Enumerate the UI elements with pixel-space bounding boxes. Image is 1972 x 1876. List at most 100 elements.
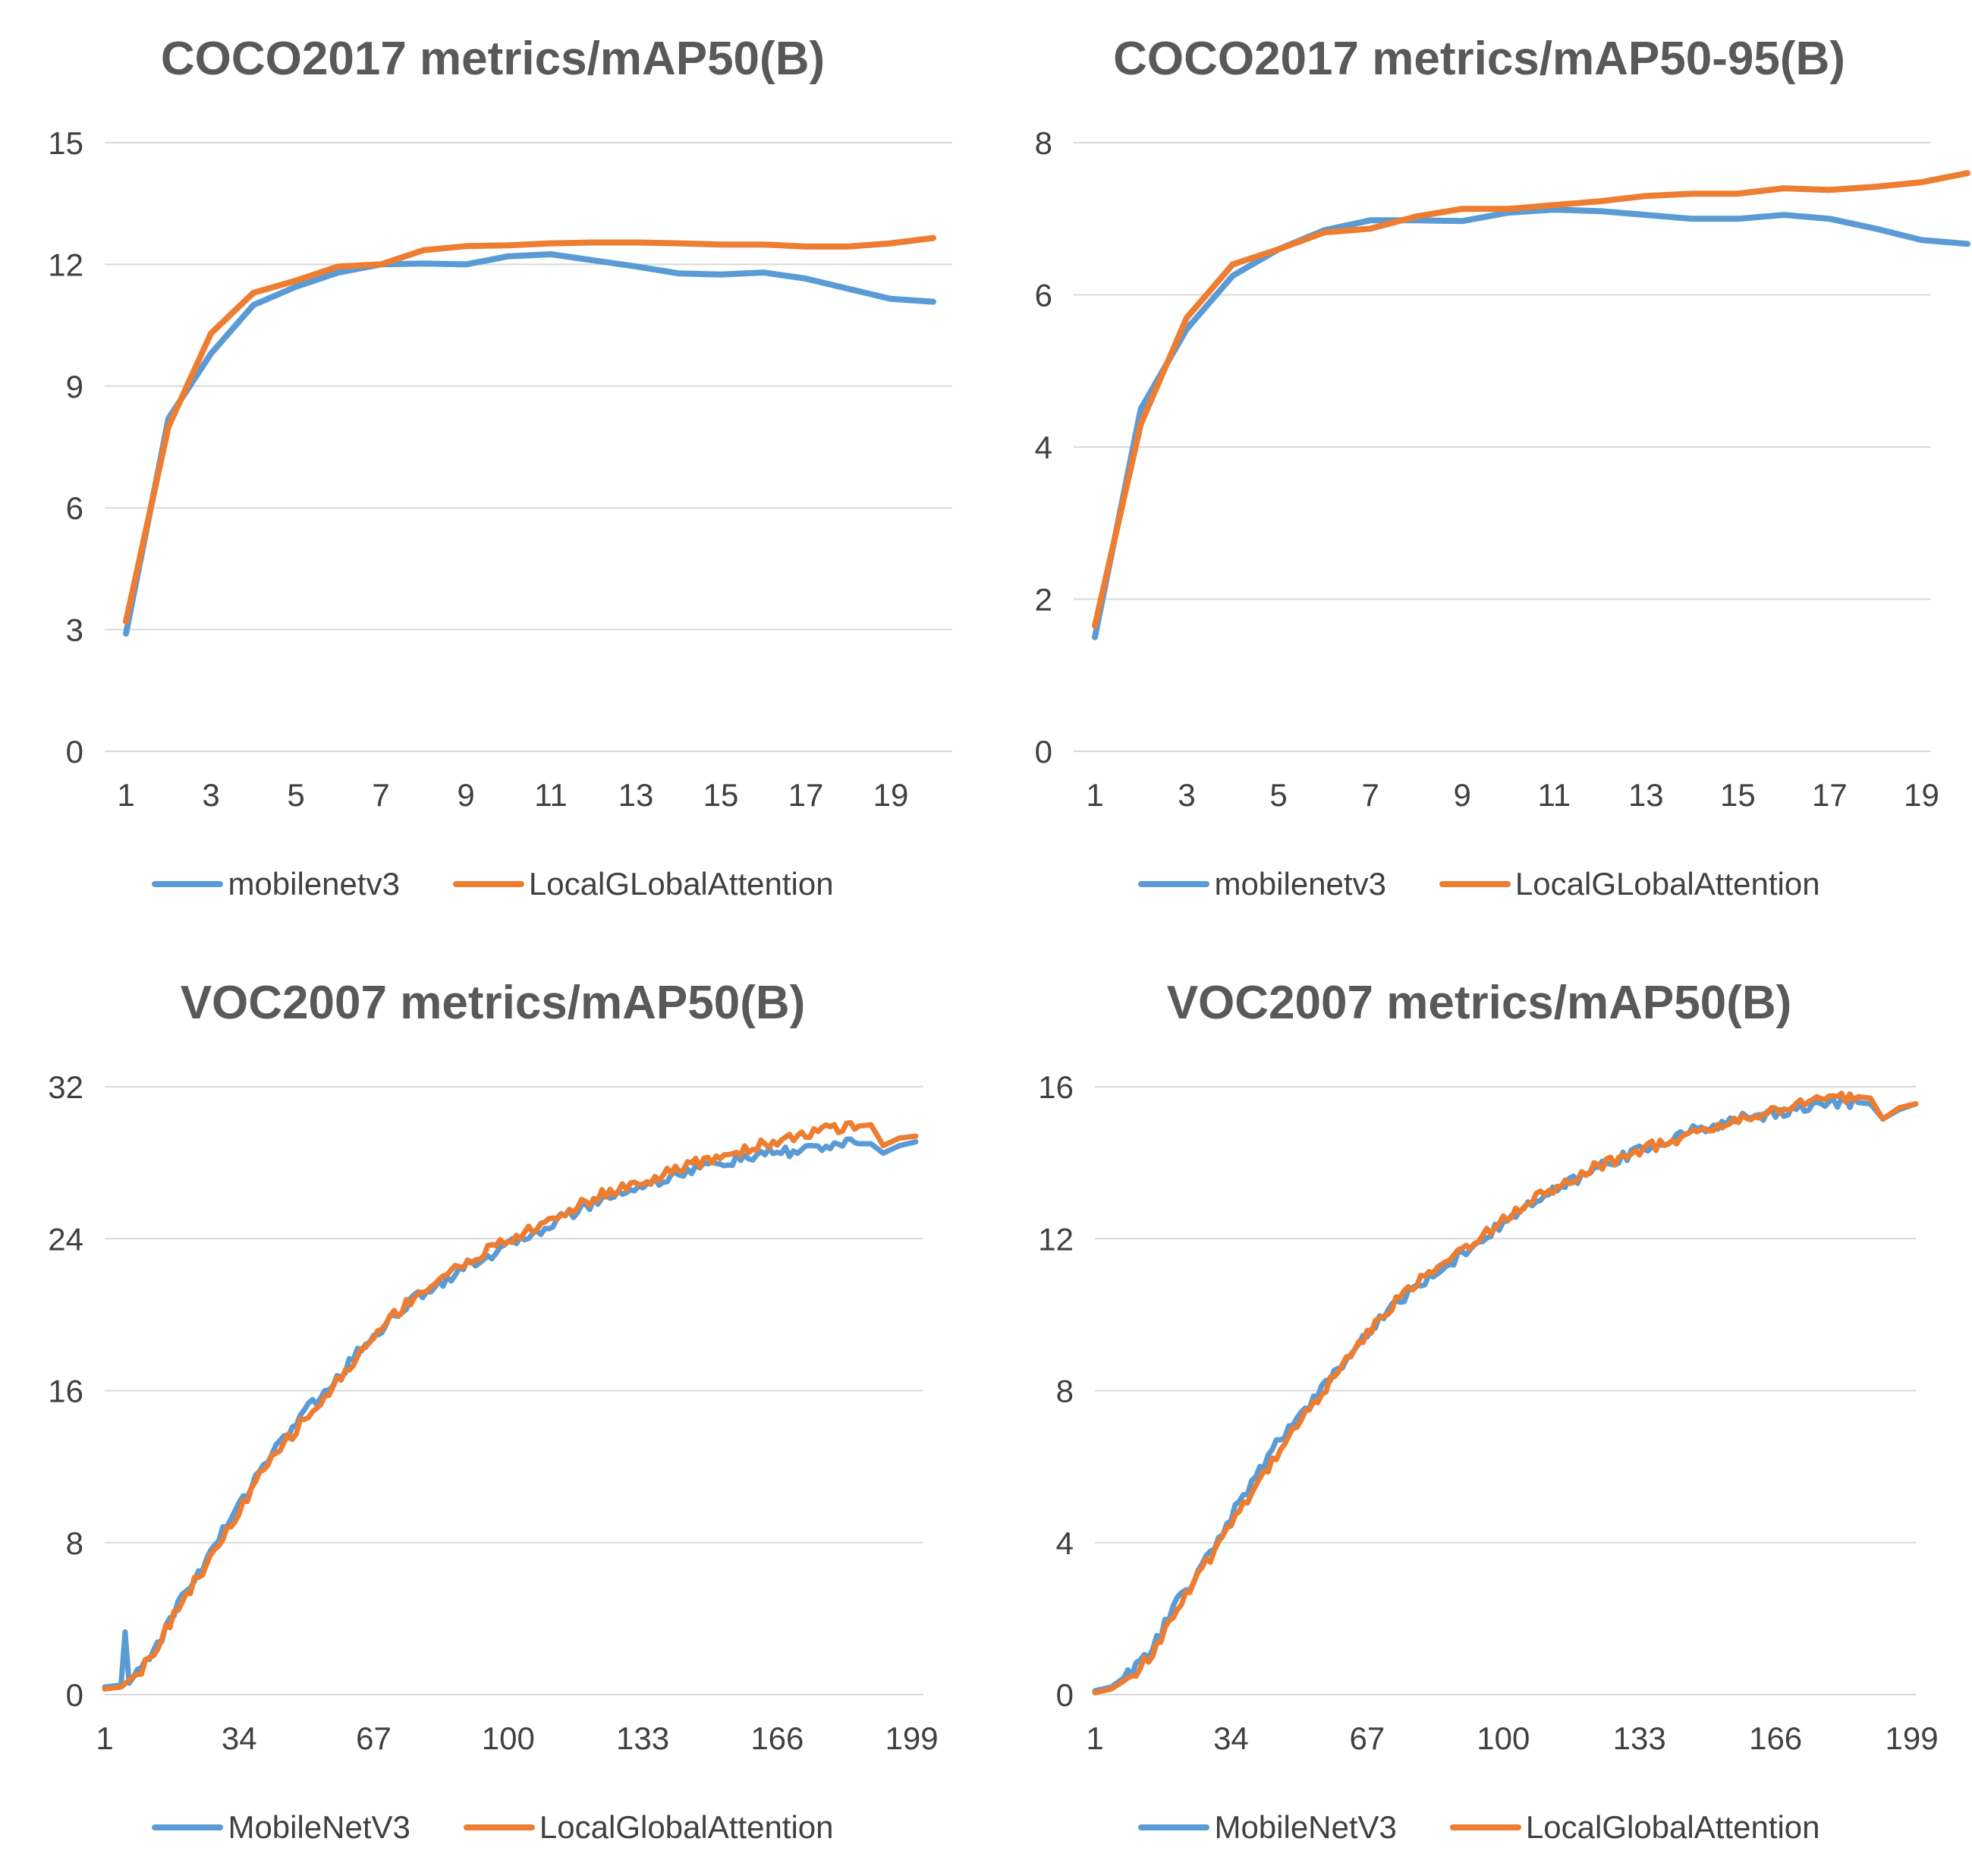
x-tick-label: 5 [287,777,304,813]
x-tick-label: 3 [202,777,219,813]
legend-item-localglobalattention: LocalGlobalAttention [463,1809,834,1846]
series-line-localglobalattention [102,1119,919,1692]
legend-item-mobilenetv3: mobilenetv3 [1138,866,1386,902]
y-tick-label: 8 [1056,1374,1074,1409]
x-tick-label: 67 [356,1720,392,1756]
y-tick-label: 12 [1038,1221,1074,1257]
x-tick-label: 19 [873,777,909,813]
series-line-localglobalattention [1092,170,1970,629]
x-tick-label: 133 [616,1720,669,1756]
x-tick-label: 100 [482,1720,535,1756]
y-tick-label: 16 [48,1374,83,1409]
legend-swatch [452,881,524,887]
x-tick-label: 7 [372,777,389,813]
y-tick-label: 32 [48,1069,83,1105]
chart-coco-map50: COCO2017 metrics/mAP50(B) 0 3 6 9 12 15 1 3 5 7 9 1… [0,0,986,938]
legend-label: MobileNetV3 [228,1809,410,1845]
y-tick-label: 12 [48,247,83,282]
y-tick-label: 0 [1056,1677,1074,1713]
x-tick-label: 11 [534,777,568,813]
series-line-mobilenetv3 [1092,206,1970,641]
x-tick-label: 199 [1886,1720,1939,1756]
legend-item-mobilenetv3: mobilenetv3 [152,866,400,902]
x-tick-label: 1 [117,777,134,813]
x-tick-label: 166 [750,1720,804,1756]
legend-label: mobilenetv3 [228,866,400,902]
legend: MobileNetV3 LocalGlobalAttention [986,1809,1972,1846]
x-tick-label: 1 [96,1720,113,1756]
series-line-mobilenetv3 [1092,1095,1919,1694]
legend: mobilenetv3 LocalGLobalAttention [986,866,1972,902]
y-tick-label: 16 [1038,1069,1074,1105]
legend-label: MobileNetV3 [1214,1809,1397,1845]
legend: MobileNetV3 LocalGlobalAttention [0,1809,986,1846]
series-line-localglobalattention [123,234,936,625]
y-tick-label: 6 [66,490,83,526]
legend-item-localglobalattention: LocalGLobalAttention [1439,866,1820,902]
x-tick-label: 5 [1269,777,1287,813]
plot-area: 0 8 16 24 32 1 34 67 100 133 166 199 [48,1069,939,1756]
x-tick-label: 17 [1812,777,1848,813]
legend-swatch [152,881,224,887]
legend-label: LocalGLobalAttention [528,866,834,902]
x-tick-label: 1 [1086,1720,1103,1756]
y-tick-label: 0 [66,734,83,770]
y-tick-label: 8 [1035,125,1052,161]
x-tick-label: 19 [1904,777,1939,813]
y-tick-label: 24 [48,1221,83,1257]
x-tick-label: 17 [788,777,824,813]
y-tick-label: 3 [66,612,83,648]
y-tick-label: 4 [1056,1525,1074,1561]
y-tick-label: 8 [66,1525,83,1561]
legend-label: LocalGLobalAttention [1514,866,1820,902]
legend-item-localglobalattention: LocalGlobalAttention [1449,1809,1820,1846]
x-tick-label: 34 [222,1720,257,1756]
chart-title: COCO2017 metrics/mAP50-95(B) [1113,33,1845,85]
x-tick-label: 15 [703,777,739,813]
legend-swatch [152,1824,224,1830]
y-tick-label: 2 [1035,582,1052,618]
legend-item-localglobalattention: LocalGLobalAttention [452,866,834,902]
x-tick-label: 67 [1349,1720,1385,1756]
series-line-mobilenetv3 [102,1136,919,1690]
x-tick-label: 1 [1086,777,1103,813]
x-tick-label: 34 [1213,1720,1249,1756]
y-tick-label: 0 [1035,734,1052,770]
chart-title: VOC2007 metrics/mAP50(B) [1166,977,1792,1029]
legend: mobilenetv3 LocalGLobalAttention [0,866,986,902]
chart-voc-map50-b: VOC2007 metrics/mAP50(B) 0 4 8 12 16 1 34 67 100… [986,938,1972,1876]
x-tick-label: 13 [618,777,654,813]
y-tick-label: 6 [1035,278,1052,313]
x-tick-label: 11 [1537,777,1571,813]
legend-label: LocalGlobalAttention [539,1809,834,1845]
legend-swatch [463,1824,535,1830]
series-line-mobilenetv3 [123,251,936,637]
legend-swatch [1449,1824,1521,1830]
chart-voc-map50-a: VOC2007 metrics/mAP50(B) 0 8 16 24 32 1 34 67 10… [0,938,986,1876]
plot-area: 0 4 8 12 16 1 34 67 100 133 166 199 [1038,1069,1939,1756]
legend-label: mobilenetv3 [1214,866,1386,902]
x-tick-label: 15 [1720,777,1756,813]
x-tick-label: 13 [1628,777,1664,813]
y-tick-label: 4 [1035,430,1052,465]
y-tick-label: 9 [66,369,83,404]
legend-item-mobilenetv3: MobileNetV3 [152,1809,410,1846]
x-tick-label: 100 [1477,1720,1530,1756]
chart-title: COCO2017 metrics/mAP50(B) [160,33,826,85]
legend-swatch [1439,881,1511,887]
x-tick-label: 3 [1178,777,1195,813]
x-tick-label: 9 [457,777,474,813]
x-tick-label: 199 [885,1720,939,1756]
y-tick-label: 15 [48,125,83,161]
legend-label: LocalGlobalAttention [1525,1809,1820,1845]
x-tick-label: 133 [1613,1720,1666,1756]
legend-swatch [1138,881,1210,887]
x-tick-label: 9 [1454,777,1471,813]
x-tick-label: 7 [1361,777,1379,813]
chart-title: VOC2007 metrics/mAP50(B) [180,977,806,1029]
y-tick-label: 0 [66,1677,83,1713]
